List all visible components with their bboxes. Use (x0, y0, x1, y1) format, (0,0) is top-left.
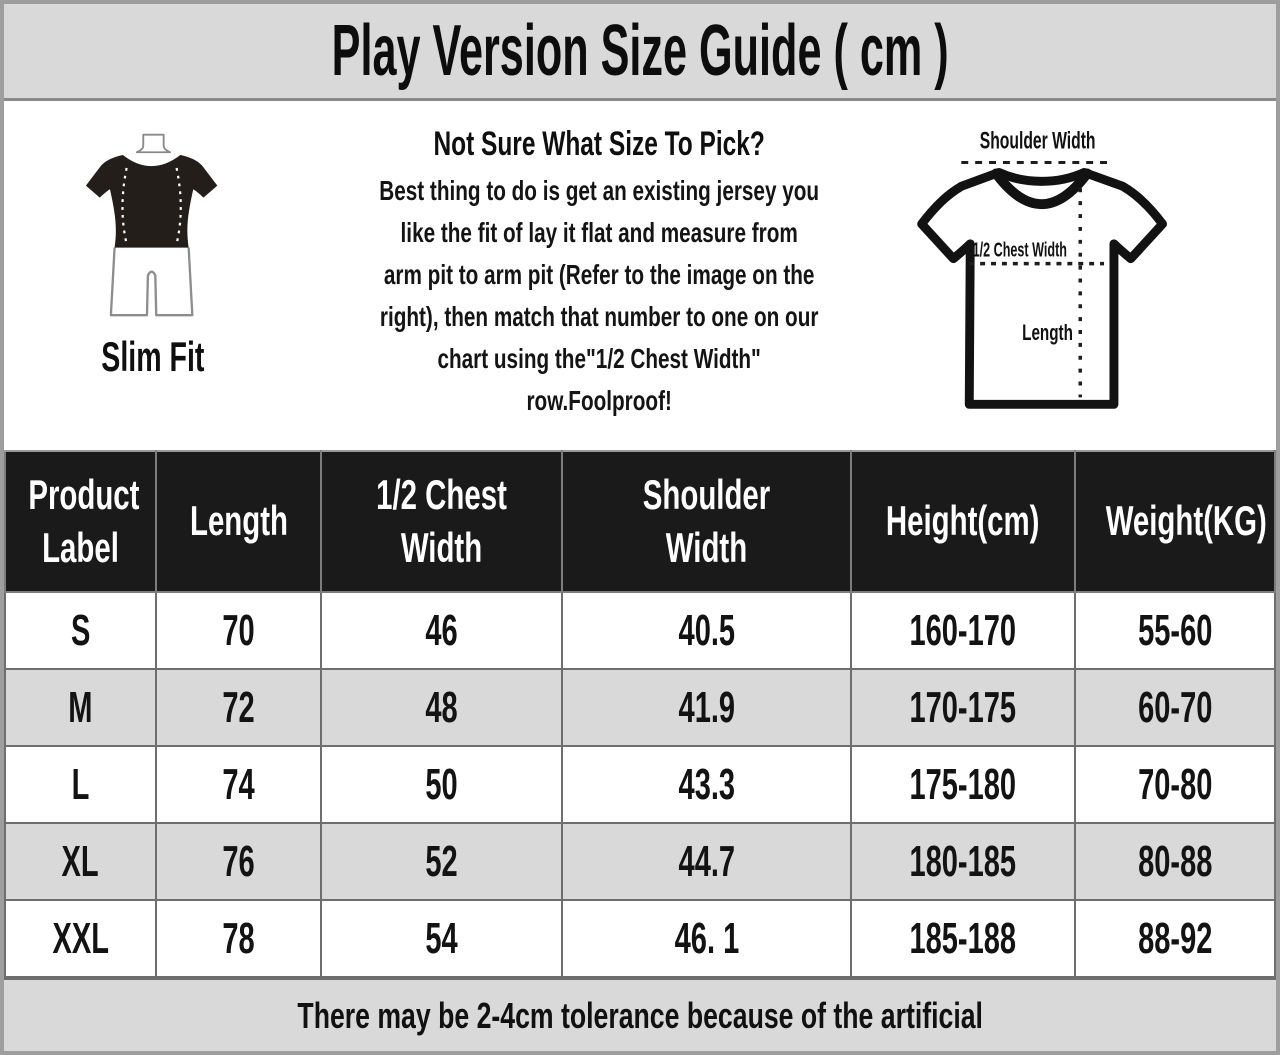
cell-size-label: L (4, 745, 157, 824)
slim-fit-figure-icon (85, 133, 218, 317)
fit-illustration-block: Slim Fit (4, 101, 302, 450)
fit-label: Slim Fit (101, 333, 205, 380)
cell-half-chest: 54 (320, 899, 563, 978)
half-chest-width-label: 1/2 Chest Width (973, 239, 1067, 262)
cell-half-chest: 50 (320, 745, 563, 824)
cell-height: 185-188 (850, 899, 1076, 978)
cell-shoulder: 44.7 (561, 822, 852, 901)
sizing-instructions: Not Sure What Size To Pick? Best thing t… (302, 101, 896, 450)
cell-half-chest: 52 (320, 822, 563, 901)
col-header-weight: Weight(KG) (1074, 450, 1276, 593)
instructions-heading: Not Sure What Size To Pick? (433, 125, 765, 163)
cell-length: 78 (155, 899, 322, 978)
shoulder-width-label: Shoulder Width (980, 129, 1096, 155)
table-header-row: Product Label Length 1/2 Chest Width Sho… (4, 450, 1276, 593)
table-row-m: M 72 48 41.9 170-175 60-70 (4, 668, 1276, 747)
cell-weight: 55-60 (1074, 591, 1276, 670)
cell-size-label: M (4, 668, 157, 747)
cell-size-label: XL (4, 822, 157, 901)
title-bar: Play Version Size Guide ( cm ) (4, 4, 1276, 101)
cell-height: 180-185 (850, 822, 1076, 901)
cell-length: 76 (155, 822, 322, 901)
info-section: Slim Fit Not Sure What Size To Pick? Bes… (4, 101, 1276, 450)
cell-length: 70 (155, 591, 322, 670)
col-header-height: Height(cm) (850, 450, 1076, 593)
col-header-product-label: Product Label (4, 450, 157, 593)
table-row-l: L 74 50 43.3 175-180 70-80 (4, 745, 1276, 824)
tolerance-note: There may be 2-4cm tolerance because of … (297, 994, 983, 1036)
cell-weight: 88-92 (1074, 899, 1276, 978)
col-header-shoulder-width: Shoulder Width (561, 450, 852, 593)
table-row-xl: XL 76 52 44.7 180-185 80-88 (4, 822, 1276, 901)
instructions-body: Best thing to do is get an existing jers… (379, 175, 820, 416)
col-header-length: Length (155, 450, 322, 593)
table-row-s: S 70 46 40.5 160-170 55-60 (4, 591, 1276, 670)
cell-height: 160-170 (850, 591, 1076, 670)
size-table: Product Label Length 1/2 Chest Width Sho… (4, 450, 1276, 978)
cell-length: 74 (155, 745, 322, 824)
cell-shoulder: 43.3 (561, 745, 852, 824)
cell-shoulder: 40.5 (561, 591, 852, 670)
cell-weight: 60-70 (1074, 668, 1276, 747)
col-header-half-chest-width: 1/2 Chest Width (320, 450, 563, 593)
cell-length: 72 (155, 668, 322, 747)
tshirt-measurement-diagram-icon: Shoulder Width 1/2 Chest Width Length (917, 129, 1168, 409)
cell-size-label: XXL (4, 899, 157, 978)
cell-height: 175-180 (850, 745, 1076, 824)
length-label: Length (1022, 320, 1073, 344)
tolerance-note-bar: There may be 2-4cm tolerance because of … (4, 978, 1276, 1051)
cell-height: 170-175 (850, 668, 1076, 747)
page-title: Play Version Size Guide ( cm ) (331, 11, 949, 91)
cell-weight: 70-80 (1074, 745, 1276, 824)
cell-half-chest: 48 (320, 668, 563, 747)
cell-shoulder: 46. 1 (561, 899, 852, 978)
measurement-diagram-block: Shoulder Width 1/2 Chest Width Length (896, 101, 1276, 450)
cell-size-label: S (4, 591, 157, 670)
cell-weight: 80-88 (1074, 822, 1276, 901)
cell-shoulder: 41.9 (561, 668, 852, 747)
cell-half-chest: 46 (320, 591, 563, 670)
table-row-xxl: XXL 78 54 46. 1 185-188 88-92 (4, 899, 1276, 978)
